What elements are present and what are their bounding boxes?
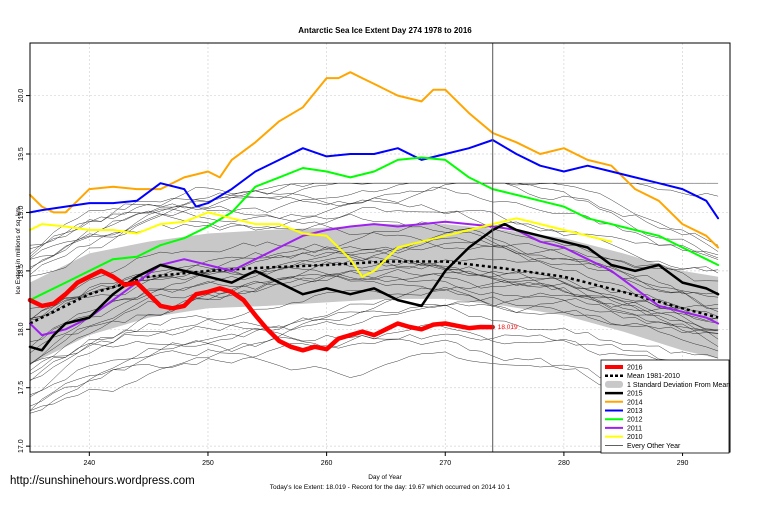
std-deviation-band (30, 224, 719, 365)
other-year-line (29, 221, 719, 309)
y-tick-label: 19.0 (18, 206, 25, 220)
other-year-line (29, 318, 719, 380)
legend-label: 2013 (627, 408, 643, 415)
other-year-line (29, 199, 719, 272)
other-year-line (29, 207, 719, 282)
other-year-line (29, 256, 719, 365)
legend-label: 2014 (627, 399, 643, 406)
x-axis-ticks: 240 250 260 270 280 290 (83, 452, 688, 467)
x-tick-label: 290 (677, 460, 689, 467)
legend-label: 2015 (627, 391, 643, 398)
other-year-line (29, 275, 719, 381)
x-tick-label: 250 (202, 460, 214, 467)
other-year-line (29, 208, 719, 324)
series-line-2014 (29, 71, 720, 249)
legend-label: 1 Standard Deviation From Mean (627, 382, 730, 389)
series-line-2010 (29, 211, 613, 278)
legend-label: 2012 (627, 417, 643, 424)
mean-line-group (29, 260, 719, 325)
y-axis-ticks: 17.0 17.5 18.0 18.5 19.0 19.5 20.0 (18, 89, 30, 453)
series-line-2012 (29, 156, 720, 302)
y-tick-label: 19.5 (18, 147, 25, 161)
y-tick-label: 18.5 (18, 264, 25, 278)
y-tick-label: 17.5 (18, 381, 25, 395)
legend-label: 2010 (627, 434, 643, 441)
other-year-line (29, 298, 719, 411)
watermark-url[interactable]: http://sunshinehours.wordpress.com (10, 475, 195, 487)
legend-label: 2011 (627, 425, 642, 432)
other-year-line (29, 182, 719, 268)
series-line-2016 (27, 268, 495, 353)
legend-swatch (605, 380, 623, 388)
x-tick-label: 240 (83, 460, 95, 467)
other-year-line (29, 304, 719, 382)
x-axis-label: Day of Year (368, 474, 402, 481)
y-axis-label: Ice Extent in millions of sq. km. (15, 205, 22, 294)
year-series-lines (27, 71, 720, 353)
y-tick-label: 17.0 (18, 439, 25, 453)
other-year-line (29, 296, 719, 414)
other-year-line (29, 186, 719, 277)
series-line-2013 (29, 139, 720, 220)
std-band-area (30, 224, 719, 365)
legend-label: Every Other Year (627, 443, 681, 450)
series-line-2015 (28, 222, 720, 352)
other-year-line (29, 333, 719, 407)
other-year-line (29, 269, 719, 365)
x-tick-label: 260 (321, 460, 333, 467)
today-value-label: 18.019 (498, 324, 518, 331)
y-tick-label: 20.0 (18, 89, 25, 103)
other-year-line (29, 287, 719, 396)
chart-title: Antarctic Sea Ice Extent Day 274 1978 to… (298, 26, 472, 35)
x-tick-label: 280 (558, 460, 570, 467)
x-tick-label: 270 (439, 460, 451, 467)
y-tick-label: 18.0 (18, 322, 25, 336)
footnote: Today's Ice Extent: 18.019 - Record for … (270, 484, 511, 491)
mean-line (29, 260, 719, 325)
legend-label: 2016 (627, 365, 643, 372)
other-year-line (29, 286, 719, 398)
plot-frame (29, 42, 731, 453)
legend-label: Mean 1981-2010 (627, 373, 680, 380)
